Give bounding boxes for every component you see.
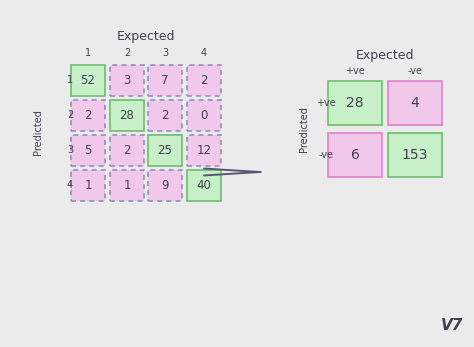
FancyBboxPatch shape: [148, 169, 182, 201]
Text: 2: 2: [123, 144, 131, 156]
FancyBboxPatch shape: [187, 169, 221, 201]
FancyBboxPatch shape: [187, 65, 221, 95]
FancyBboxPatch shape: [328, 81, 382, 125]
Text: 2: 2: [200, 74, 208, 86]
FancyBboxPatch shape: [71, 100, 105, 130]
Text: 28: 28: [119, 109, 135, 121]
Text: 4: 4: [410, 96, 419, 110]
FancyBboxPatch shape: [388, 81, 442, 125]
Text: 2: 2: [84, 109, 92, 121]
Text: Expected: Expected: [117, 29, 175, 42]
Text: 3: 3: [123, 74, 131, 86]
FancyBboxPatch shape: [110, 100, 144, 130]
FancyBboxPatch shape: [71, 65, 105, 95]
Text: 6: 6: [351, 148, 359, 162]
Text: 52: 52: [81, 74, 95, 86]
FancyBboxPatch shape: [148, 65, 182, 95]
FancyBboxPatch shape: [110, 65, 144, 95]
FancyBboxPatch shape: [148, 135, 182, 166]
Text: 7: 7: [161, 74, 169, 86]
Text: -ve: -ve: [319, 150, 334, 160]
Text: +ve: +ve: [345, 66, 365, 76]
Text: 3: 3: [162, 48, 168, 58]
FancyBboxPatch shape: [71, 169, 105, 201]
Text: 5: 5: [84, 144, 91, 156]
Text: +ve: +ve: [316, 98, 336, 108]
FancyBboxPatch shape: [187, 100, 221, 130]
Text: 153: 153: [402, 148, 428, 162]
FancyBboxPatch shape: [110, 169, 144, 201]
Text: 4: 4: [67, 180, 73, 190]
Text: 40: 40: [197, 178, 211, 192]
Text: 2: 2: [161, 109, 169, 121]
Text: 2: 2: [67, 110, 73, 120]
Text: 12: 12: [197, 144, 211, 156]
Text: 9: 9: [161, 178, 169, 192]
Text: -ve: -ve: [408, 66, 422, 76]
FancyBboxPatch shape: [328, 133, 382, 177]
Text: 28: 28: [346, 96, 364, 110]
FancyBboxPatch shape: [388, 133, 442, 177]
Text: 4: 4: [201, 48, 207, 58]
FancyBboxPatch shape: [71, 135, 105, 166]
Text: 1: 1: [84, 178, 92, 192]
Text: V7: V7: [441, 318, 463, 332]
FancyBboxPatch shape: [187, 135, 221, 166]
Text: 1: 1: [67, 75, 73, 85]
Text: Expected: Expected: [356, 49, 414, 61]
Text: 3: 3: [67, 145, 73, 155]
Text: 1: 1: [85, 48, 91, 58]
Text: 1: 1: [123, 178, 131, 192]
Text: Predicted: Predicted: [33, 109, 43, 155]
FancyBboxPatch shape: [148, 100, 182, 130]
Text: Predicted: Predicted: [299, 106, 309, 152]
Text: 25: 25: [157, 144, 173, 156]
Text: 0: 0: [201, 109, 208, 121]
Text: 2: 2: [124, 48, 130, 58]
FancyBboxPatch shape: [110, 135, 144, 166]
